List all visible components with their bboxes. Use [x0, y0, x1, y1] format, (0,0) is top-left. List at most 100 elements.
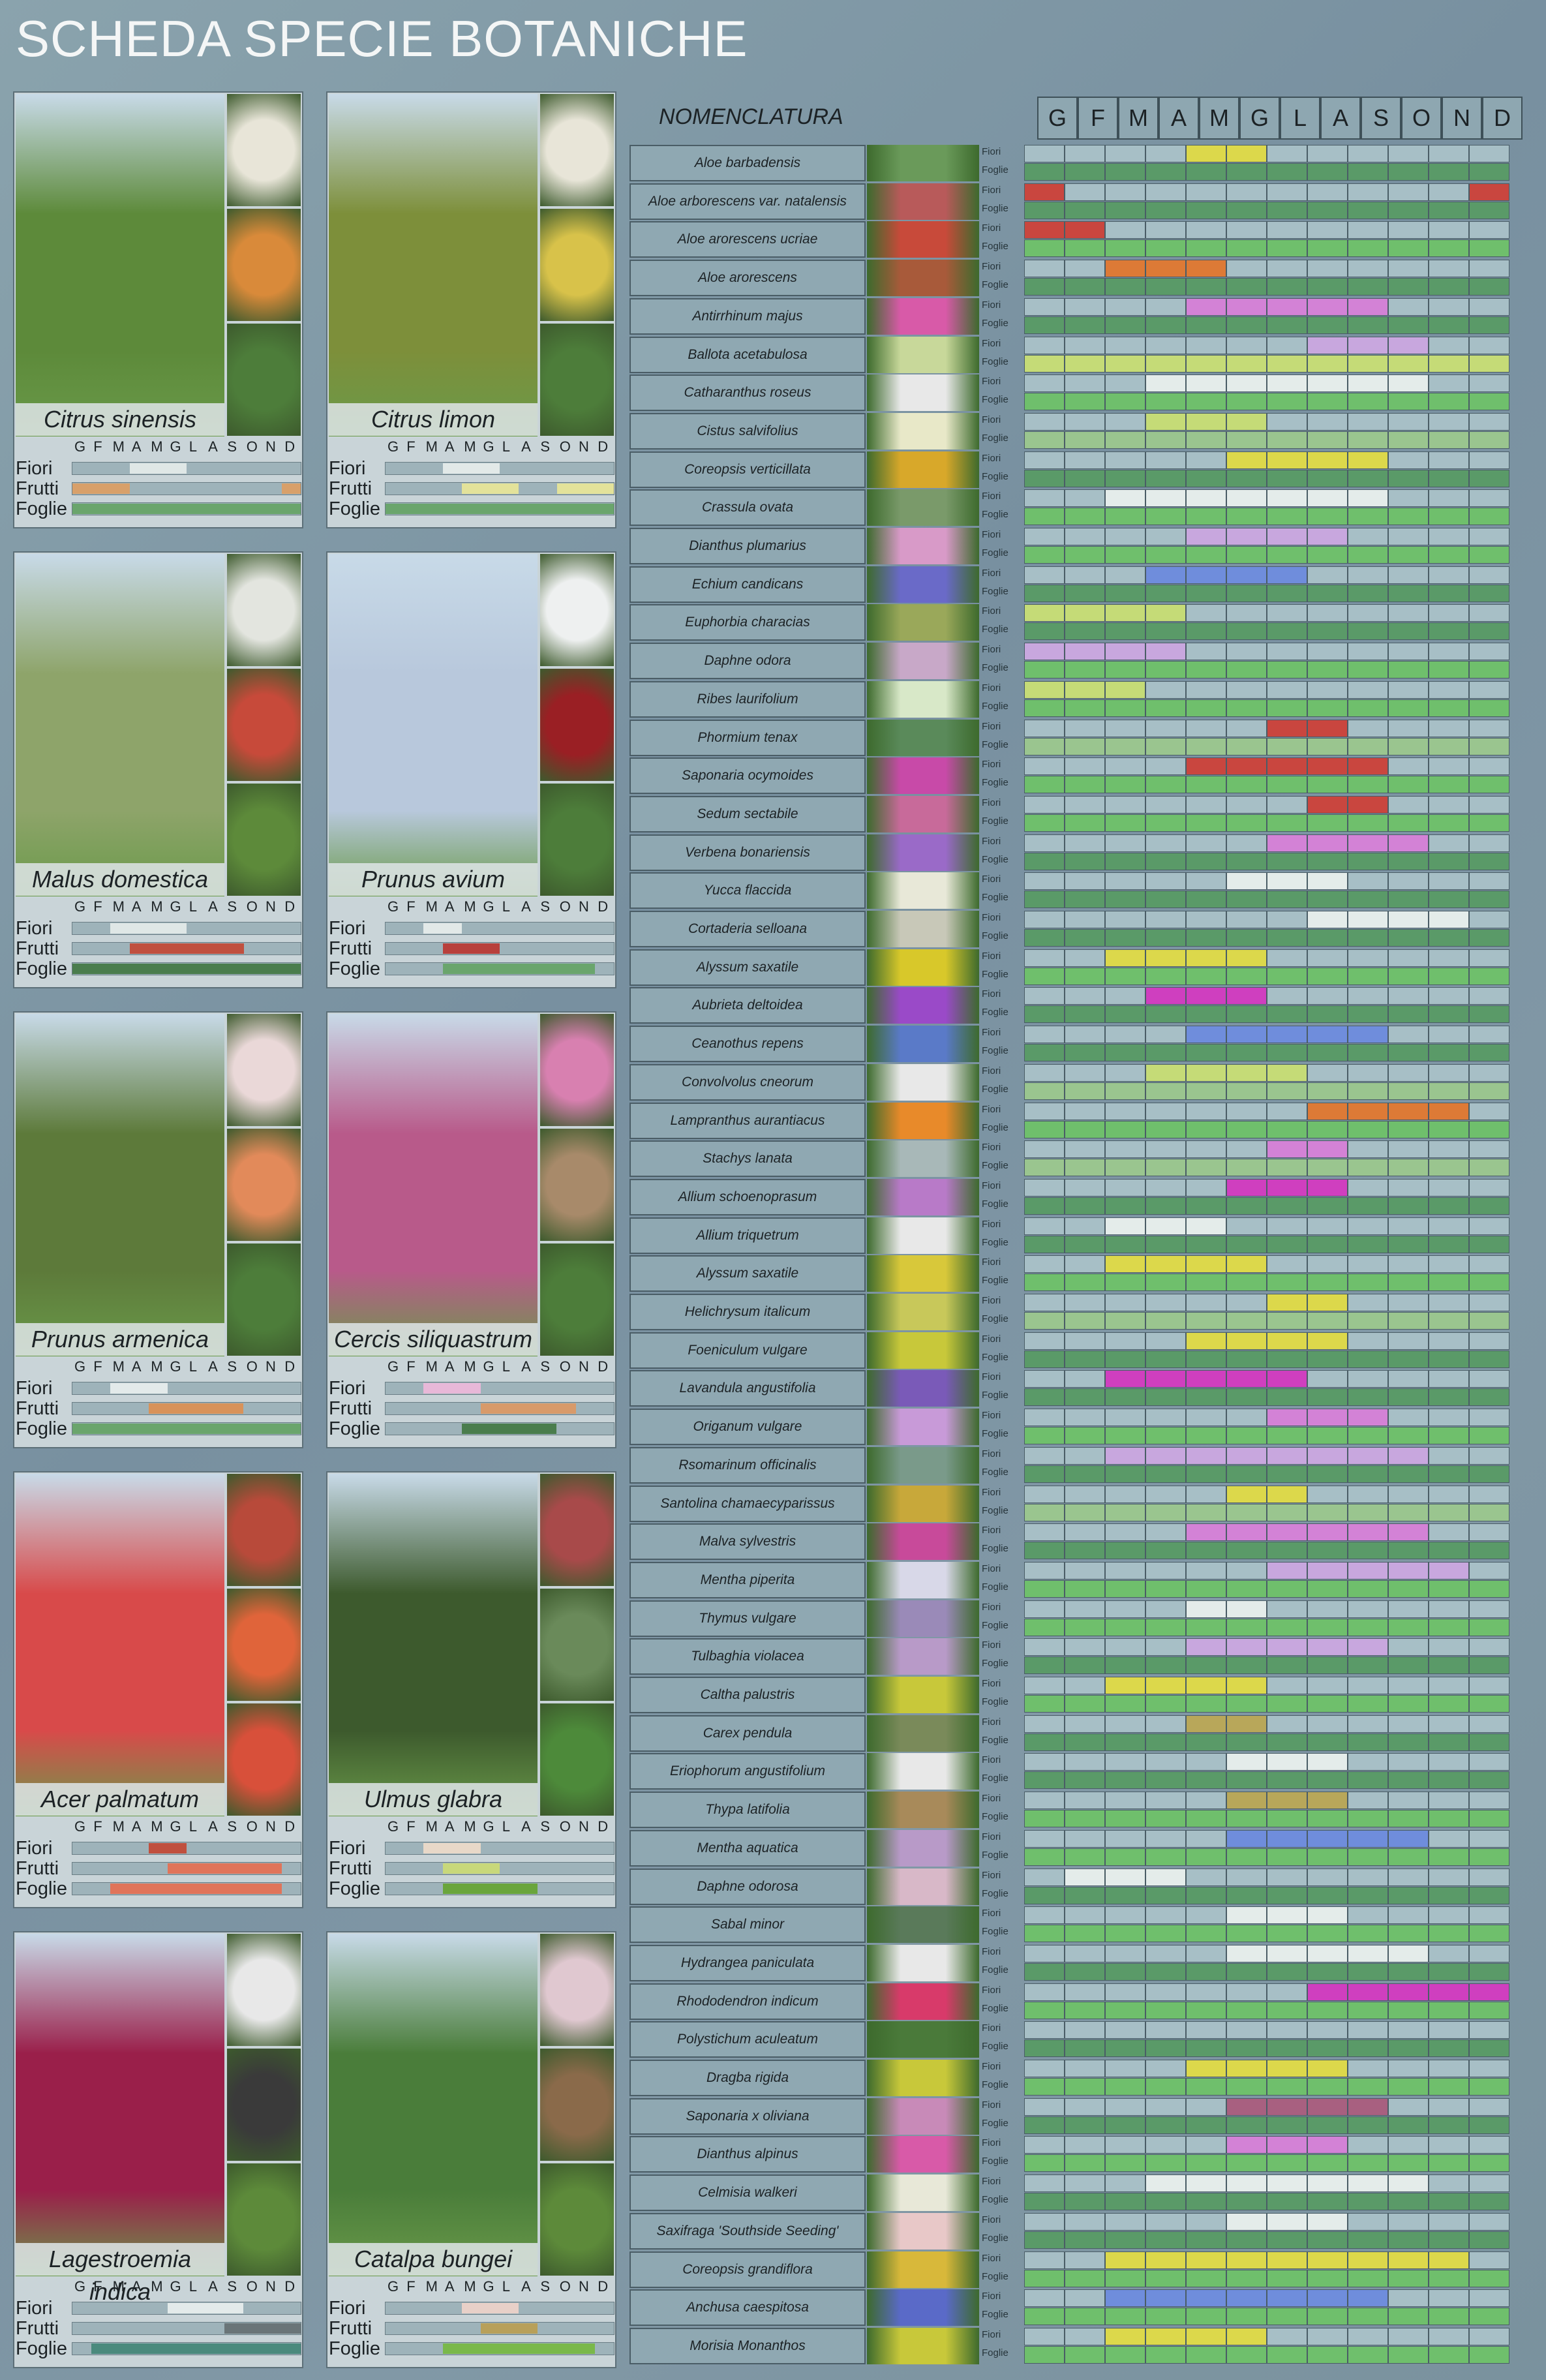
month-cell — [1145, 2251, 1186, 2269]
month-cell — [1024, 2212, 1065, 2231]
month-cell — [1429, 1829, 1469, 1848]
foglie-label: Foglie — [982, 1275, 1008, 1287]
month-cell — [1267, 183, 1307, 201]
fiori-label: Fiori — [982, 2022, 1001, 2034]
month-cell — [1145, 1962, 1186, 1981]
month-cell — [1469, 1159, 1509, 1177]
calendar-row-label: Fiori — [16, 2298, 53, 2319]
month-cell — [1186, 1753, 1226, 1771]
month-cell — [1388, 604, 1429, 622]
month-cell — [1105, 1370, 1145, 1388]
month-cell — [1145, 1235, 1186, 1253]
month-cell — [1145, 2345, 1186, 2364]
month-cell — [1388, 1618, 1429, 1636]
species-name-cell: Aloe arborescens var. natalensis — [629, 183, 866, 220]
detail-thumbnail — [540, 1129, 614, 1241]
month-cell — [1186, 680, 1226, 699]
month-cell — [1024, 1962, 1065, 1981]
month-cell — [1429, 374, 1469, 393]
month-cell — [1348, 183, 1388, 201]
month-letter: N — [579, 2278, 589, 2295]
month-cell — [1348, 239, 1388, 258]
month-cell — [1348, 528, 1388, 545]
species-row: Alyssum saxatile Fiori Foglie — [629, 949, 1530, 987]
phenology-calendar: G F M A M G L A S O N D Fiori Frutti Foglie — [329, 1358, 614, 1446]
month-cell — [1429, 1465, 1469, 1483]
month-cell — [1226, 776, 1267, 794]
month-cell — [1388, 2154, 1429, 2173]
month-letter: A — [131, 438, 142, 455]
species-row: Hydrangea paniculata Fiori Foglie — [629, 1944, 1530, 1983]
month-cell — [1065, 489, 1105, 508]
month-cell — [1267, 1044, 1307, 1062]
species-name-cell: Origanum vulgare — [629, 1409, 866, 1446]
species-name-cell: Hydrangea paniculata — [629, 1944, 866, 1981]
month-cell — [1429, 2174, 1469, 2193]
detail-thumbnail — [227, 1589, 301, 1701]
month-cell — [1469, 834, 1509, 852]
month-cell — [1065, 2154, 1105, 2173]
fiori-label: Fiori — [982, 337, 1001, 349]
period-bar — [442, 2343, 595, 2354]
month-cell — [1226, 1274, 1267, 1292]
fiori-label: Fiori — [982, 1869, 1001, 1881]
month-cell — [1024, 661, 1065, 679]
fiori-cells — [1024, 1102, 1509, 1120]
month-cell — [1065, 2001, 1105, 2019]
species-name-cell: Mentha aquatica — [629, 1829, 866, 1867]
month-cell — [1186, 852, 1226, 870]
month-cell — [1145, 2193, 1186, 2211]
month-cell — [1307, 1638, 1348, 1656]
month-letter: L — [189, 1358, 198, 1375]
month-letter: A — [208, 1358, 218, 1375]
month-cell — [1186, 2345, 1226, 2364]
month-cell — [1186, 2098, 1226, 2116]
month-cell — [1186, 2308, 1226, 2326]
month-cell — [1065, 2039, 1105, 2058]
species-name-cell: Aloe arorescens — [629, 260, 866, 297]
month-cell — [1024, 987, 1065, 1005]
calendar-track — [72, 462, 301, 475]
fiori-label: Fiori — [982, 835, 1001, 847]
month-cell — [1186, 145, 1226, 162]
month-cell — [1145, 987, 1186, 1005]
month-cell — [1105, 1446, 1145, 1465]
month-cell — [1065, 737, 1105, 755]
month-cell — [1024, 1217, 1065, 1235]
month-cell — [1105, 1427, 1145, 1445]
month-cell — [1469, 1810, 1509, 1828]
month-cell — [1348, 1197, 1388, 1215]
foglie-cells — [1024, 469, 1509, 487]
species-name-cell: Dianthus plumarius — [629, 528, 866, 564]
detail-thumbnail — [227, 1703, 301, 1816]
month-cell — [1024, 719, 1065, 737]
foglie-cells — [1024, 2231, 1509, 2249]
month-cell — [1469, 1217, 1509, 1235]
month-cell — [1024, 1618, 1065, 1636]
species-photo — [867, 1715, 979, 1752]
month-cell — [1307, 949, 1348, 967]
foglie-cells — [1024, 1350, 1509, 1368]
month-cell — [1186, 316, 1226, 334]
month-cell — [1267, 2098, 1307, 2116]
fiori-cells — [1024, 145, 1509, 162]
month-cell — [1429, 145, 1469, 162]
month-letter: N — [265, 1358, 276, 1375]
month-cell — [1307, 1312, 1348, 1330]
foglie-label: Foglie — [982, 202, 1008, 214]
fiori-cells — [1024, 1561, 1509, 1579]
period-bar — [461, 2303, 519, 2313]
phenology-calendar: G F M A M G L A S O N D Fiori Frutti Foglie — [16, 2278, 301, 2366]
month-cell — [1429, 1217, 1469, 1235]
month-cell — [1226, 2174, 1267, 2193]
month-cell — [1267, 316, 1307, 334]
month-cell — [1145, 1579, 1186, 1598]
species-row: Carex pendula Fiori Foglie — [629, 1715, 1530, 1753]
month-cell — [1226, 1465, 1267, 1483]
month-cell — [1469, 699, 1509, 717]
month-cell — [1267, 354, 1307, 373]
month-cell — [1348, 393, 1388, 411]
month-cell — [1145, 2174, 1186, 2193]
month-cell — [1348, 2345, 1388, 2364]
month-cell — [1348, 661, 1388, 679]
